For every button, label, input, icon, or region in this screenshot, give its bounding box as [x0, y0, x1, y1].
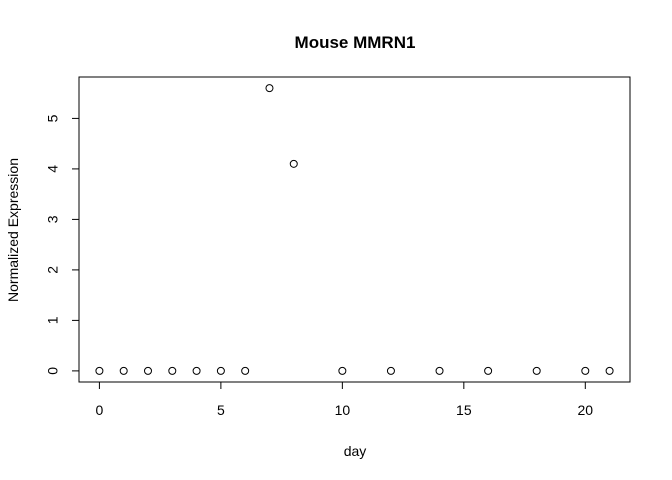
x-tick-label: 15 — [456, 402, 472, 418]
data-points — [95, 84, 614, 375]
x-axis-label: day — [344, 443, 367, 459]
data-point — [435, 366, 444, 375]
data-point — [192, 366, 201, 375]
data-point — [265, 84, 274, 93]
y-tick-label: 4 — [45, 165, 61, 173]
data-point — [338, 366, 347, 375]
y-tick-label: 5 — [45, 114, 61, 122]
data-point — [216, 366, 225, 375]
chart-title: Mouse MMRN1 — [295, 33, 416, 52]
x-tick-label: 5 — [217, 402, 225, 418]
y-tick-label: 0 — [45, 367, 61, 375]
x-axis: 0 5 10 15 20 — [96, 381, 594, 418]
plot-frame — [78, 76, 631, 383]
x-tick-label: 20 — [578, 402, 594, 418]
data-point — [119, 366, 128, 375]
y-axis: 0 1 2 3 4 5 — [45, 114, 80, 375]
data-point — [168, 366, 177, 375]
data-point — [241, 366, 250, 375]
data-point — [484, 366, 493, 375]
data-point — [581, 366, 590, 375]
y-axis-label: Normalized Expression — [5, 158, 21, 302]
data-point — [532, 366, 541, 375]
data-point — [143, 366, 152, 375]
y-tick-label: 1 — [45, 316, 61, 324]
data-point — [386, 366, 395, 375]
y-tick-label: 2 — [45, 266, 61, 274]
data-point — [605, 366, 614, 375]
data-point — [289, 159, 298, 168]
data-point — [95, 366, 104, 375]
x-tick-label: 10 — [335, 402, 351, 418]
x-tick-label: 0 — [96, 402, 104, 418]
y-tick-label: 3 — [45, 215, 61, 223]
